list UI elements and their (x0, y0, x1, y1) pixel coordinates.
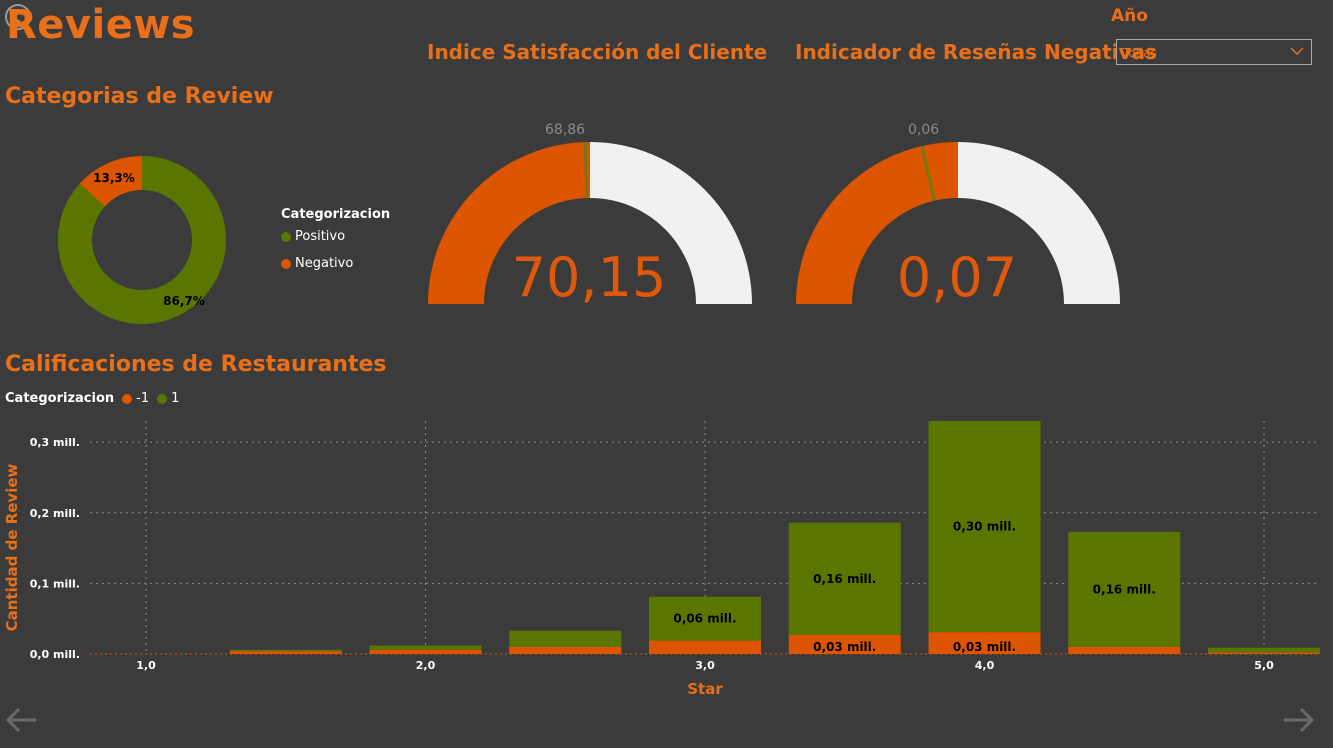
donut-slice-negativo[interactable] (79, 156, 142, 207)
x-tick-label: 1,0 (136, 659, 156, 672)
bar-data-label-neg: 0,03 mill. (813, 640, 876, 654)
back-arrow-icon[interactable] (4, 705, 38, 735)
bar-segment-neg[interactable] (788, 634, 901, 654)
page-title: Reviews (6, 2, 196, 48)
bar-legend-item-neg[interactable]: -1 (122, 391, 149, 406)
gauge-satisfaction-remainder (590, 142, 752, 304)
y-tick-label: 0,2 mill. (30, 507, 80, 520)
legend-label-negative: Negativo (295, 256, 354, 271)
gauge-negative-value: 0,07 (896, 246, 1018, 309)
bar-segment-neg[interactable] (1208, 652, 1320, 654)
bar-chart: 0,0 mill. 0,1 mill. 0,2 mill. 0,3 mill. 1,0 2… (3, 421, 1320, 698)
legend-dot-neg (122, 393, 133, 404)
donut-legend-title: Categorizacion (281, 207, 391, 222)
y-tick-label: 0,3 mill. (30, 436, 80, 449)
x-tick-label: 4,0 (975, 659, 995, 672)
bar-segment-neg[interactable] (509, 646, 622, 654)
gauge-satisfaction-value: 70,15 (511, 246, 667, 309)
year-slicer-label: Año (1111, 6, 1148, 26)
gauge-satisfaction-target: 68,86 (545, 122, 586, 138)
bar-segment-pos[interactable] (369, 645, 482, 650)
donut-legend-item-positive[interactable]: Positivo (281, 229, 345, 244)
bar-segment-pos[interactable] (1068, 531, 1181, 647)
bar-data-label-neg: 0,03 mill. (953, 640, 1016, 654)
year-slicer-dropdown[interactable]: Todas (1116, 39, 1312, 65)
bar-legend-title: Categorizacion (5, 391, 115, 406)
bar-segment-pos[interactable] (788, 522, 901, 635)
bar-segment-neg[interactable] (369, 649, 482, 654)
bar-segment-neg[interactable] (649, 640, 761, 654)
x-tick-label: 2,0 (416, 659, 436, 672)
bar-segment-neg[interactable] (928, 632, 1041, 654)
bar-segment-neg[interactable] (1068, 646, 1181, 654)
bar-data-label-pos: 0,16 mill. (813, 572, 876, 586)
year-slicer-value: Todas (1123, 46, 1157, 60)
gauge-negative-remainder (958, 142, 1120, 304)
legend-dot-pos (157, 393, 168, 404)
donut-label-positive: 86,7% (163, 294, 205, 308)
gauge-negative-target-marker (920, 145, 936, 201)
bar-segment-pos[interactable] (509, 630, 622, 647)
y-tick-label: 0,1 mill. (30, 577, 80, 590)
donut-chart: 86,7% 13,3% (57, 156, 226, 324)
bar-segment-pos[interactable] (1208, 647, 1320, 653)
bar-legend-item-pos[interactable]: 1 (157, 391, 179, 406)
gauge-negative-target: 0,06 (908, 122, 940, 138)
bar-segment-pos[interactable] (928, 421, 1041, 633)
legend-dot-negative (281, 258, 291, 269)
gauge-satisfaction (428, 142, 752, 304)
legend-label-neg: -1 (136, 391, 150, 406)
legend-label-positive: Positivo (295, 229, 346, 244)
bar-data-label-pos: 0,06 mill. (673, 612, 736, 626)
gauge-satisfaction-fill (428, 142, 590, 304)
bar-data-label-pos: 0,30 mill. (953, 520, 1016, 534)
bar-chart-title: Calificaciones de Restaurantes (5, 352, 387, 377)
bar-data-label-pos: 0,16 mill. (1093, 582, 1156, 596)
back-button-icon[interactable] (4, 3, 32, 31)
gauge-negative-fill (796, 142, 958, 304)
x-tick-label: 5,0 (1254, 659, 1274, 672)
gauge-negative (796, 142, 1120, 304)
donut-title: Categorias de Review (5, 84, 274, 109)
gauge-satisfaction-title: Indice Satisfacción del Cliente (427, 40, 768, 64)
bar-segment-pos[interactable] (229, 649, 342, 652)
y-axis-title: Cantidad de Review (3, 463, 21, 631)
legend-dot-positive (281, 231, 291, 242)
legend-label-pos: 1 (171, 391, 180, 406)
chevron-down-icon (1290, 47, 1304, 56)
bar-segment-neg[interactable] (229, 651, 342, 654)
y-tick-label: 0,0 mill. (30, 648, 80, 661)
donut-legend-item-negative[interactable]: Negativo (281, 256, 353, 271)
gauge-negative-title: Indicador de Reseñas Negativas (795, 40, 1157, 64)
gauge-satisfaction-target-marker (583, 142, 589, 199)
x-axis-title: Star (687, 680, 723, 698)
x-tick-label: 3,0 (695, 659, 715, 672)
bar-segment-pos[interactable] (649, 596, 761, 641)
forward-arrow-icon[interactable] (1282, 705, 1316, 735)
bar-legend: Categorizacion -1 1 (5, 391, 179, 406)
donut-label-negative: 13,3% (93, 171, 135, 185)
donut-slice-positivo[interactable] (57, 156, 226, 324)
